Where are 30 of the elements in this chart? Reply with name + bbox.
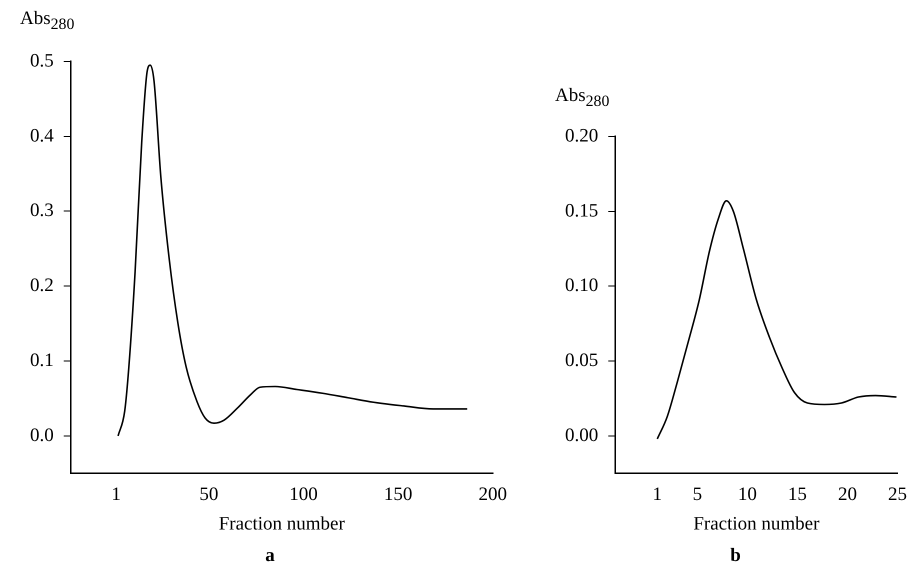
x-tick-label: 25 — [888, 484, 907, 505]
x-tick-label: 20 — [838, 484, 857, 505]
y-axis-title: Abs$_{280}$ — [555, 85, 610, 111]
x-tick-label: 1 — [111, 484, 121, 505]
x-tick-label: 10 — [738, 484, 757, 505]
text: b — [729, 545, 742, 567]
y-axis-title: Abs$_{280}$ — [20, 8, 74, 34]
y-tick-label: 0.2 — [30, 275, 54, 296]
y-tick-label: 0.3 — [30, 200, 54, 222]
x-tick-label: 50 — [199, 484, 218, 505]
x-tick-label: 15 — [788, 484, 807, 505]
line-series — [656, 200, 898, 440]
y-tick-label: 0.00 — [565, 424, 598, 446]
x-tick-label: 200 — [478, 484, 507, 505]
x-tick-label: 5 — [692, 484, 702, 505]
y-tick-label: 0.4 — [30, 125, 54, 146]
y-tick-label: 0.20 — [565, 125, 598, 146]
x-tick-label: 1 — [652, 484, 662, 505]
text: a — [264, 545, 276, 567]
x-tick-label: 150 — [384, 484, 412, 505]
x-axis-title: Fraction number — [693, 514, 820, 535]
y-tick-label: 0.1 — [30, 350, 54, 372]
y-tick-label: 0.05 — [565, 350, 598, 372]
x-tick-label: 100 — [289, 484, 318, 505]
y-tick-label: 0.0 — [30, 424, 54, 446]
y-tick-label: 0.5 — [30, 50, 54, 72]
y-tick-label: 0.10 — [565, 275, 598, 296]
x-axis-title: Fraction number — [218, 514, 346, 535]
line-series — [117, 64, 468, 437]
y-tick-label: 0.15 — [565, 200, 598, 222]
